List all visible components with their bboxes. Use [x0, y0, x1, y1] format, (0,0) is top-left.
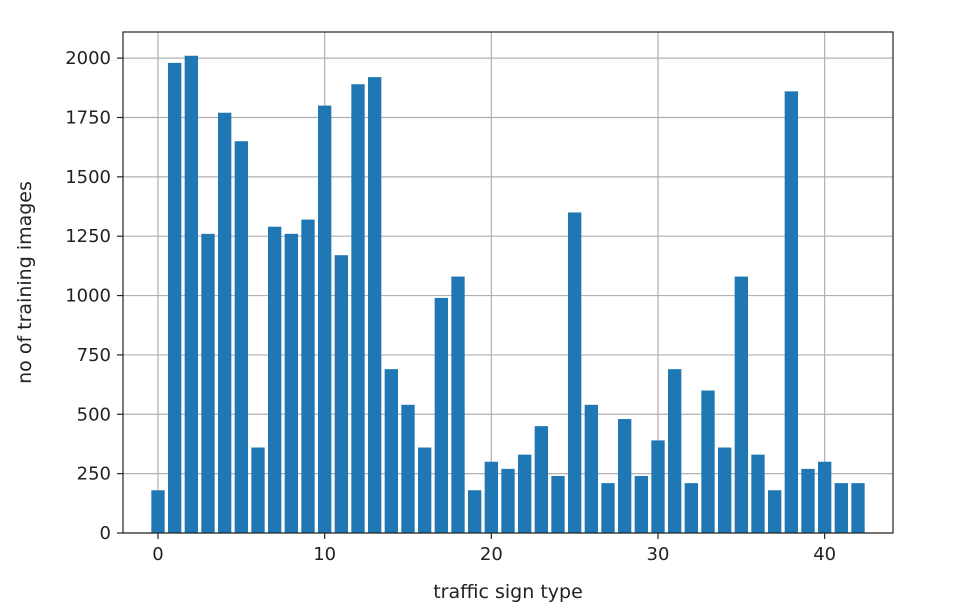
x-tick-label: 0 — [152, 544, 163, 565]
bar — [284, 233, 298, 533]
bar — [318, 105, 332, 534]
bar — [334, 255, 348, 533]
bar — [368, 77, 382, 534]
y-tick-label: 0 — [100, 523, 111, 544]
bar — [351, 84, 365, 533]
bar — [534, 426, 548, 533]
y-tick-label: 2000 — [65, 48, 111, 69]
x-tick-label: 30 — [647, 544, 670, 565]
bar — [251, 447, 265, 533]
x-tick-label: 20 — [480, 544, 503, 565]
bar — [434, 297, 448, 533]
y-tick-label: 1500 — [65, 167, 111, 188]
bar — [751, 454, 765, 533]
y-tick-label: 500 — [77, 404, 111, 425]
y-tick-label: 1250 — [65, 226, 111, 247]
bar — [468, 490, 482, 533]
bar — [634, 476, 648, 533]
bar — [201, 233, 215, 533]
bar — [301, 219, 315, 534]
bar — [851, 483, 865, 533]
plot-frame — [122, 31, 894, 534]
y-tick-label: 750 — [77, 345, 111, 366]
bar — [801, 468, 815, 533]
x-tick-label: 40 — [813, 544, 836, 565]
bar — [818, 461, 832, 533]
bar — [501, 468, 515, 533]
bar — [601, 483, 615, 533]
bar — [701, 390, 715, 533]
bar — [568, 212, 582, 534]
bar — [584, 404, 598, 533]
bar — [651, 440, 665, 533]
y-tick-label: 1000 — [65, 286, 111, 307]
bar — [218, 112, 232, 533]
bar — [234, 141, 248, 533]
bar — [768, 490, 782, 533]
bar — [384, 369, 398, 533]
bar — [718, 447, 732, 533]
bars — [151, 55, 865, 534]
bar — [668, 369, 682, 533]
y-tick-label: 250 — [77, 464, 111, 485]
bar — [401, 404, 415, 533]
y-tick-label: 1750 — [65, 107, 111, 128]
bar — [451, 276, 465, 533]
bar — [551, 476, 565, 533]
bar — [618, 419, 632, 533]
x-axis-label: traffic sign type — [433, 581, 583, 603]
ticks: 0 10 20 30 40 0 250 500 750 1000 1250 1500 1750 2000 — [65, 48, 836, 565]
bar — [168, 62, 182, 533]
bar — [784, 91, 798, 533]
bar — [184, 55, 198, 533]
bar — [734, 276, 748, 533]
y-axis-label: no of training images — [14, 181, 36, 384]
bar — [834, 483, 848, 533]
x-tick-label: 10 — [313, 544, 336, 565]
bar — [484, 461, 498, 533]
bar — [268, 226, 282, 533]
bar — [518, 454, 532, 533]
bar — [418, 447, 432, 533]
bar — [151, 490, 165, 533]
bar — [684, 483, 698, 533]
